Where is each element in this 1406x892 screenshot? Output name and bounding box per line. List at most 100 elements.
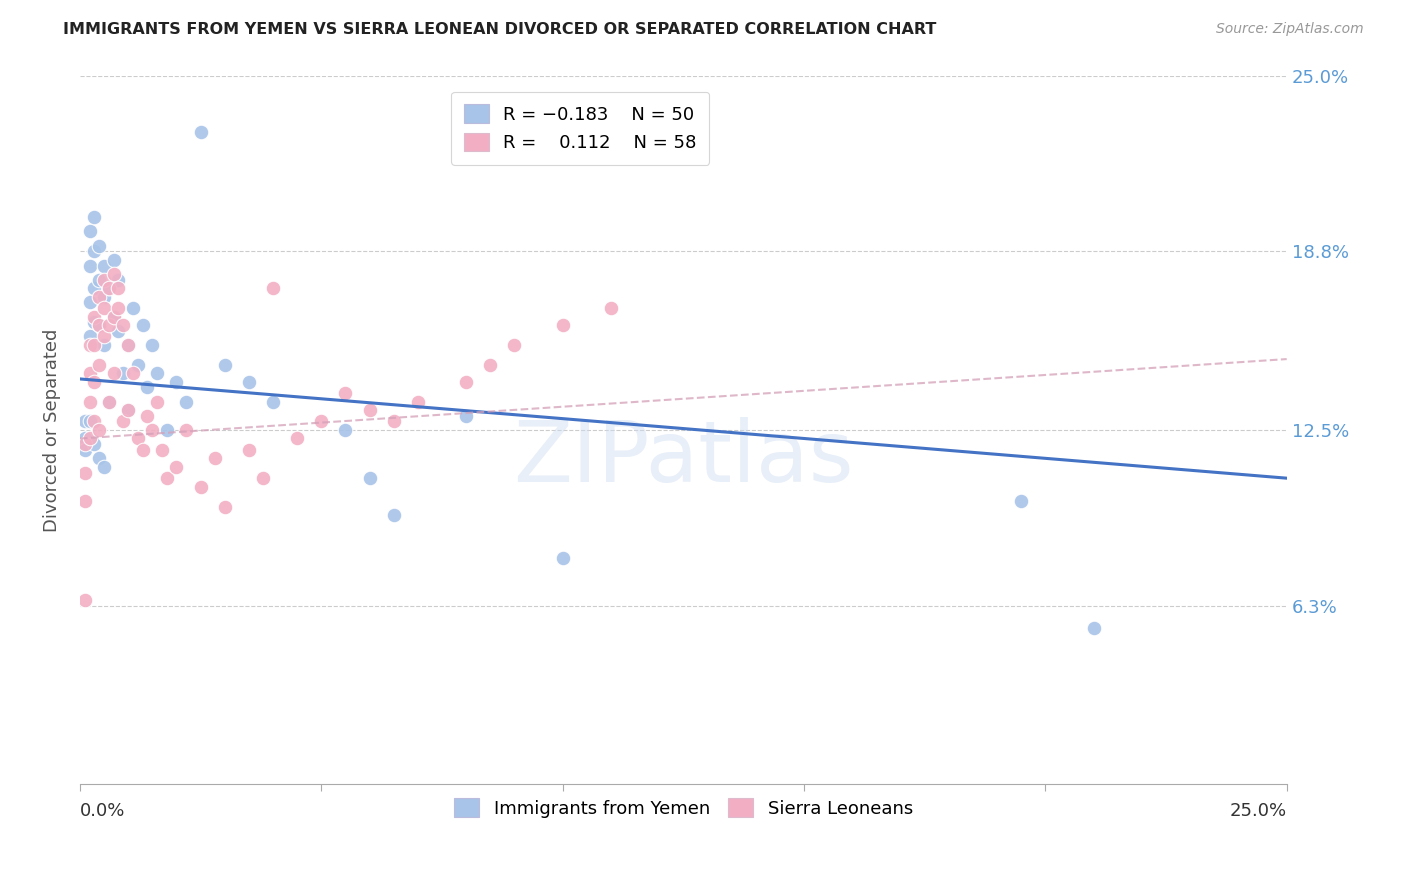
Point — [89, 358, 111, 372]
Point — [107, 301, 129, 315]
Point — [285, 432, 308, 446]
Point — [136, 380, 159, 394]
Point — [79, 432, 101, 446]
Point — [107, 324, 129, 338]
Point — [89, 318, 111, 332]
Point — [150, 442, 173, 457]
Point — [83, 375, 105, 389]
Point — [97, 394, 120, 409]
Point — [73, 437, 96, 451]
Point — [112, 366, 135, 380]
Point — [156, 471, 179, 485]
Point — [112, 414, 135, 428]
Point — [359, 403, 381, 417]
Point — [93, 301, 115, 315]
Point — [599, 301, 621, 315]
Point — [165, 375, 187, 389]
Point — [89, 273, 111, 287]
Point — [551, 318, 574, 332]
Point — [127, 358, 149, 372]
Point — [335, 423, 357, 437]
Point — [89, 318, 111, 332]
Point — [79, 394, 101, 409]
Point — [83, 244, 105, 259]
Point — [454, 409, 477, 423]
Point — [117, 338, 139, 352]
Point — [93, 459, 115, 474]
Point — [79, 366, 101, 380]
Point — [73, 593, 96, 607]
Point — [262, 281, 284, 295]
Point — [190, 480, 212, 494]
Point — [73, 494, 96, 508]
Point — [141, 338, 163, 352]
Point — [204, 451, 226, 466]
Point — [93, 290, 115, 304]
Point — [103, 310, 125, 324]
Point — [107, 273, 129, 287]
Point — [117, 403, 139, 417]
Point — [83, 338, 105, 352]
Point — [131, 318, 153, 332]
Point — [551, 550, 574, 565]
Point — [214, 500, 236, 514]
Point — [89, 290, 111, 304]
Point — [73, 432, 96, 446]
Point — [107, 281, 129, 295]
Point — [174, 423, 197, 437]
Point — [156, 423, 179, 437]
Point — [214, 358, 236, 372]
Point — [103, 267, 125, 281]
Point — [382, 414, 405, 428]
Text: 25.0%: 25.0% — [1230, 802, 1286, 820]
Point — [103, 366, 125, 380]
Point — [122, 366, 145, 380]
Point — [103, 252, 125, 267]
Point — [93, 329, 115, 343]
Point — [127, 432, 149, 446]
Point — [252, 471, 274, 485]
Point — [335, 386, 357, 401]
Point — [79, 329, 101, 343]
Point — [117, 338, 139, 352]
Y-axis label: Divorced or Separated: Divorced or Separated — [44, 328, 60, 532]
Point — [1010, 494, 1032, 508]
Point — [136, 409, 159, 423]
Point — [382, 508, 405, 522]
Point — [83, 437, 105, 451]
Point — [97, 281, 120, 295]
Point — [190, 125, 212, 139]
Point — [83, 310, 105, 324]
Point — [97, 318, 120, 332]
Point — [97, 394, 120, 409]
Point — [79, 414, 101, 428]
Text: ZIPatlas: ZIPatlas — [513, 417, 853, 500]
Point — [122, 301, 145, 315]
Point — [83, 414, 105, 428]
Point — [146, 366, 169, 380]
Point — [503, 338, 526, 352]
Point — [83, 211, 105, 225]
Point — [359, 471, 381, 485]
Point — [93, 338, 115, 352]
Point — [79, 338, 101, 352]
Point — [83, 281, 105, 295]
Point — [89, 238, 111, 252]
Point — [262, 394, 284, 409]
Point — [131, 442, 153, 457]
Point — [73, 442, 96, 457]
Text: 0.0%: 0.0% — [80, 802, 125, 820]
Point — [238, 375, 260, 389]
Point — [1083, 622, 1105, 636]
Text: IMMIGRANTS FROM YEMEN VS SIERRA LEONEAN DIVORCED OR SEPARATED CORRELATION CHART: IMMIGRANTS FROM YEMEN VS SIERRA LEONEAN … — [63, 22, 936, 37]
Text: Source: ZipAtlas.com: Source: ZipAtlas.com — [1216, 22, 1364, 37]
Point — [112, 318, 135, 332]
Point — [165, 459, 187, 474]
Point — [406, 394, 429, 409]
Point — [141, 423, 163, 437]
Point — [83, 315, 105, 329]
Point — [454, 375, 477, 389]
Point — [309, 414, 332, 428]
Point — [79, 225, 101, 239]
Point — [117, 403, 139, 417]
